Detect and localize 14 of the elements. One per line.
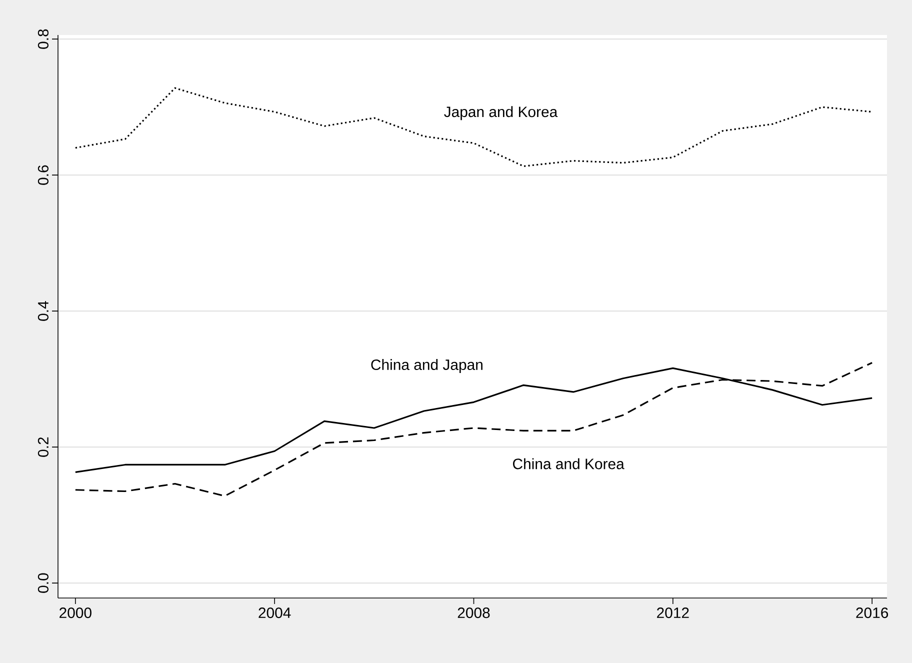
x-tick-label: 2000 [60,607,92,618]
y-tick-label: 0.8 [38,29,49,49]
x-tick-label: 2004 [258,607,291,618]
series-label: China and Korea [513,458,624,470]
x-tick-label: 2008 [458,607,490,618]
series-label: Japan and Korea [444,106,558,120]
y-tick-label: 0.2 [38,437,49,457]
y-tick-label: 0.0 [38,573,49,593]
x-tick-label: 2016 [856,607,888,618]
y-tick-label: 0.4 [38,301,49,321]
x-tick-label: 2012 [657,607,689,618]
line-series [74,87,873,168]
y-tick-label: 0.6 [38,165,49,185]
series-label: China and Japan [371,359,482,373]
